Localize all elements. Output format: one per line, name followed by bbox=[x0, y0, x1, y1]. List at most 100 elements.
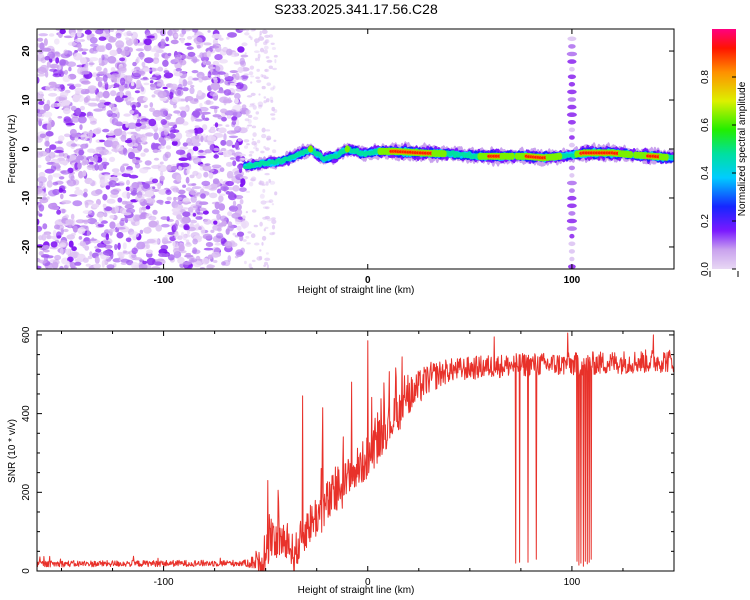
noise-blob bbox=[261, 242, 264, 246]
noise-blob bbox=[89, 43, 99, 47]
noise-blob bbox=[164, 234, 174, 238]
noise-blob bbox=[102, 193, 108, 201]
noise-blob bbox=[272, 231, 276, 235]
noise-blob bbox=[154, 52, 160, 58]
noise-blob bbox=[218, 193, 226, 197]
noise-blob bbox=[226, 115, 232, 119]
noise-blob bbox=[52, 181, 59, 186]
noise-blob bbox=[245, 235, 250, 239]
noise-blob bbox=[253, 242, 260, 246]
noise-blob bbox=[158, 189, 168, 195]
noise-blob bbox=[254, 41, 258, 47]
noise-blob bbox=[97, 91, 104, 98]
noise-blob bbox=[38, 181, 44, 187]
noise-blob bbox=[244, 52, 247, 55]
noise-blob bbox=[227, 173, 232, 179]
noise-blob bbox=[263, 76, 269, 80]
noise-blob bbox=[87, 102, 98, 107]
noise-blob bbox=[152, 149, 159, 154]
noise-blob bbox=[252, 132, 257, 138]
noise-blob bbox=[171, 207, 181, 213]
noise-blob bbox=[102, 90, 110, 99]
noise-blob bbox=[153, 157, 160, 161]
noise-blob bbox=[38, 33, 48, 37]
noise-blob bbox=[193, 37, 203, 45]
noise-blob bbox=[39, 42, 45, 50]
noise-blob bbox=[260, 200, 267, 205]
noise-blob bbox=[143, 227, 152, 234]
noise-blob bbox=[133, 214, 140, 222]
noise-blob bbox=[71, 246, 77, 252]
noise-blob bbox=[110, 189, 120, 195]
noise-blob bbox=[242, 215, 246, 219]
noise-blob bbox=[246, 242, 251, 245]
noise-blob bbox=[131, 104, 136, 111]
noise-blob bbox=[141, 206, 147, 211]
noise-blob bbox=[210, 229, 215, 233]
noise-blob bbox=[103, 29, 110, 36]
noise-blob bbox=[87, 148, 96, 153]
y-tick-label: 200 bbox=[21, 484, 32, 501]
noise-blob bbox=[143, 43, 152, 52]
noise-blob bbox=[39, 133, 47, 139]
noise-blob bbox=[138, 52, 145, 58]
noise-blob bbox=[180, 106, 189, 111]
noise-blob bbox=[219, 59, 228, 64]
noise-blob bbox=[42, 223, 48, 230]
noise-blob bbox=[148, 215, 157, 221]
noise-blob bbox=[170, 39, 179, 45]
noise-blob bbox=[214, 122, 219, 128]
noise-blob bbox=[203, 247, 214, 251]
noise-blob bbox=[204, 149, 213, 154]
noise-blob bbox=[72, 94, 80, 103]
ridge-core bbox=[628, 151, 634, 159]
noise-blob bbox=[119, 219, 125, 226]
noise-blob bbox=[143, 82, 150, 86]
noise-blob bbox=[232, 160, 237, 167]
noise-blob bbox=[110, 73, 121, 79]
noise-blob bbox=[125, 37, 130, 41]
noise-blob bbox=[201, 76, 209, 81]
noise-blob bbox=[86, 230, 91, 237]
noise-blob bbox=[81, 219, 91, 223]
noise-blob bbox=[43, 38, 48, 46]
noise-blob bbox=[263, 45, 269, 50]
noise-blob bbox=[259, 193, 265, 199]
x-tick-label: 100 bbox=[564, 577, 581, 588]
ridge-blob bbox=[670, 154, 674, 160]
noise-blob bbox=[37, 118, 44, 122]
noise-blob bbox=[264, 257, 271, 261]
noise-blob bbox=[235, 82, 244, 90]
noise-blob bbox=[65, 248, 71, 255]
noise-blob bbox=[220, 237, 227, 244]
noise-blob bbox=[249, 103, 254, 106]
noise-blob bbox=[143, 182, 150, 189]
noise-blob bbox=[245, 211, 248, 214]
noise-blob bbox=[273, 54, 278, 58]
noise-blob bbox=[232, 185, 240, 192]
noise-blob bbox=[261, 235, 267, 241]
noise-blob bbox=[225, 124, 230, 127]
noise-blob bbox=[152, 59, 160, 64]
noise-blob bbox=[253, 224, 258, 228]
noise-blob bbox=[224, 241, 233, 249]
noise-blob bbox=[37, 113, 43, 117]
noise-blob bbox=[142, 76, 148, 80]
noise-blob bbox=[205, 47, 213, 53]
colorbar-label: Normalized spectral amplitude bbox=[737, 81, 748, 216]
noise-blob bbox=[79, 77, 89, 84]
noise-blob bbox=[37, 37, 44, 42]
noise-blob bbox=[264, 261, 268, 266]
column-blob bbox=[566, 226, 578, 231]
noise-blob bbox=[201, 111, 211, 115]
noise-blob bbox=[250, 36, 253, 41]
noise-blob bbox=[37, 218, 40, 225]
noise-blob bbox=[88, 57, 99, 62]
noise-blob bbox=[80, 57, 87, 65]
noise-blob bbox=[189, 174, 195, 179]
noise-blob bbox=[126, 30, 132, 36]
noise-blob bbox=[221, 261, 226, 266]
noise-blob bbox=[256, 68, 261, 72]
noise-blob bbox=[122, 242, 127, 250]
noise-blob bbox=[231, 144, 236, 148]
